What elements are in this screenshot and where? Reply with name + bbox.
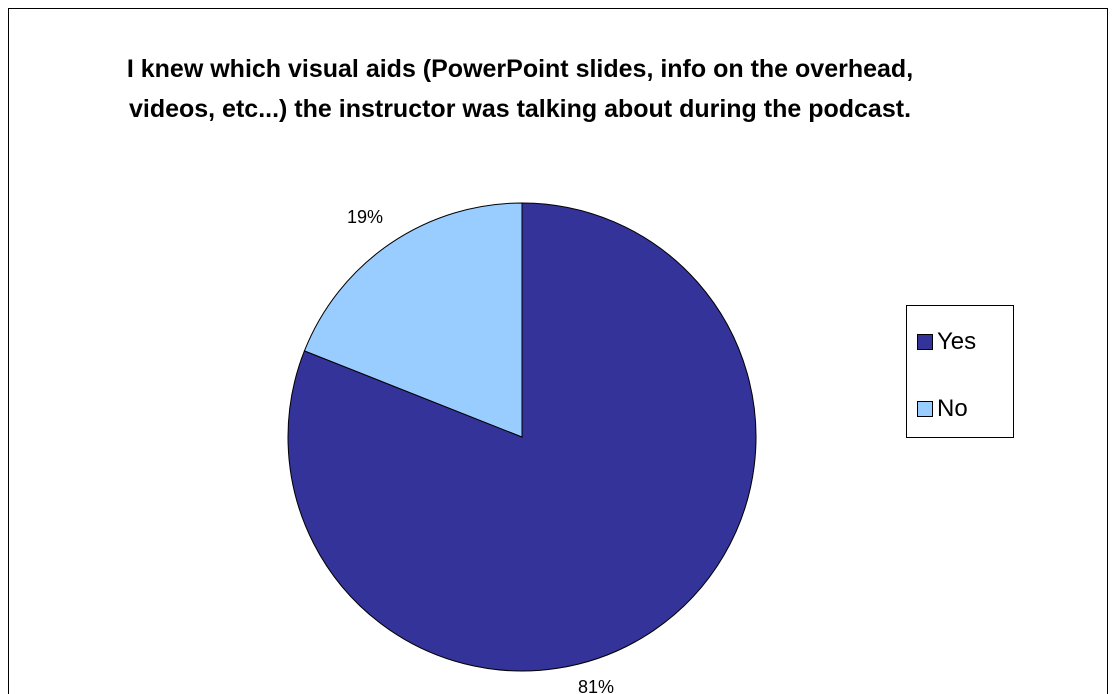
legend-item-no: No [917,393,968,425]
pie-slices [287,202,757,672]
chart-title: I knew which visual aids (PowerPoint sli… [126,55,914,123]
legend-swatch-yes [917,334,933,350]
legend-label-yes: Yes [937,328,977,355]
data-label-yes: 81% [578,677,614,694]
pie-slice-no [303,202,523,438]
legend-swatch-no [917,401,933,417]
legend: Yes No [906,305,1014,438]
legend-item-yes: Yes [917,326,976,358]
data-label-no: 19% [347,207,383,227]
pie-slice-yes [287,202,757,672]
pie-data-labels: 81% 19% [347,207,614,694]
legend-label-no: No [937,395,968,422]
